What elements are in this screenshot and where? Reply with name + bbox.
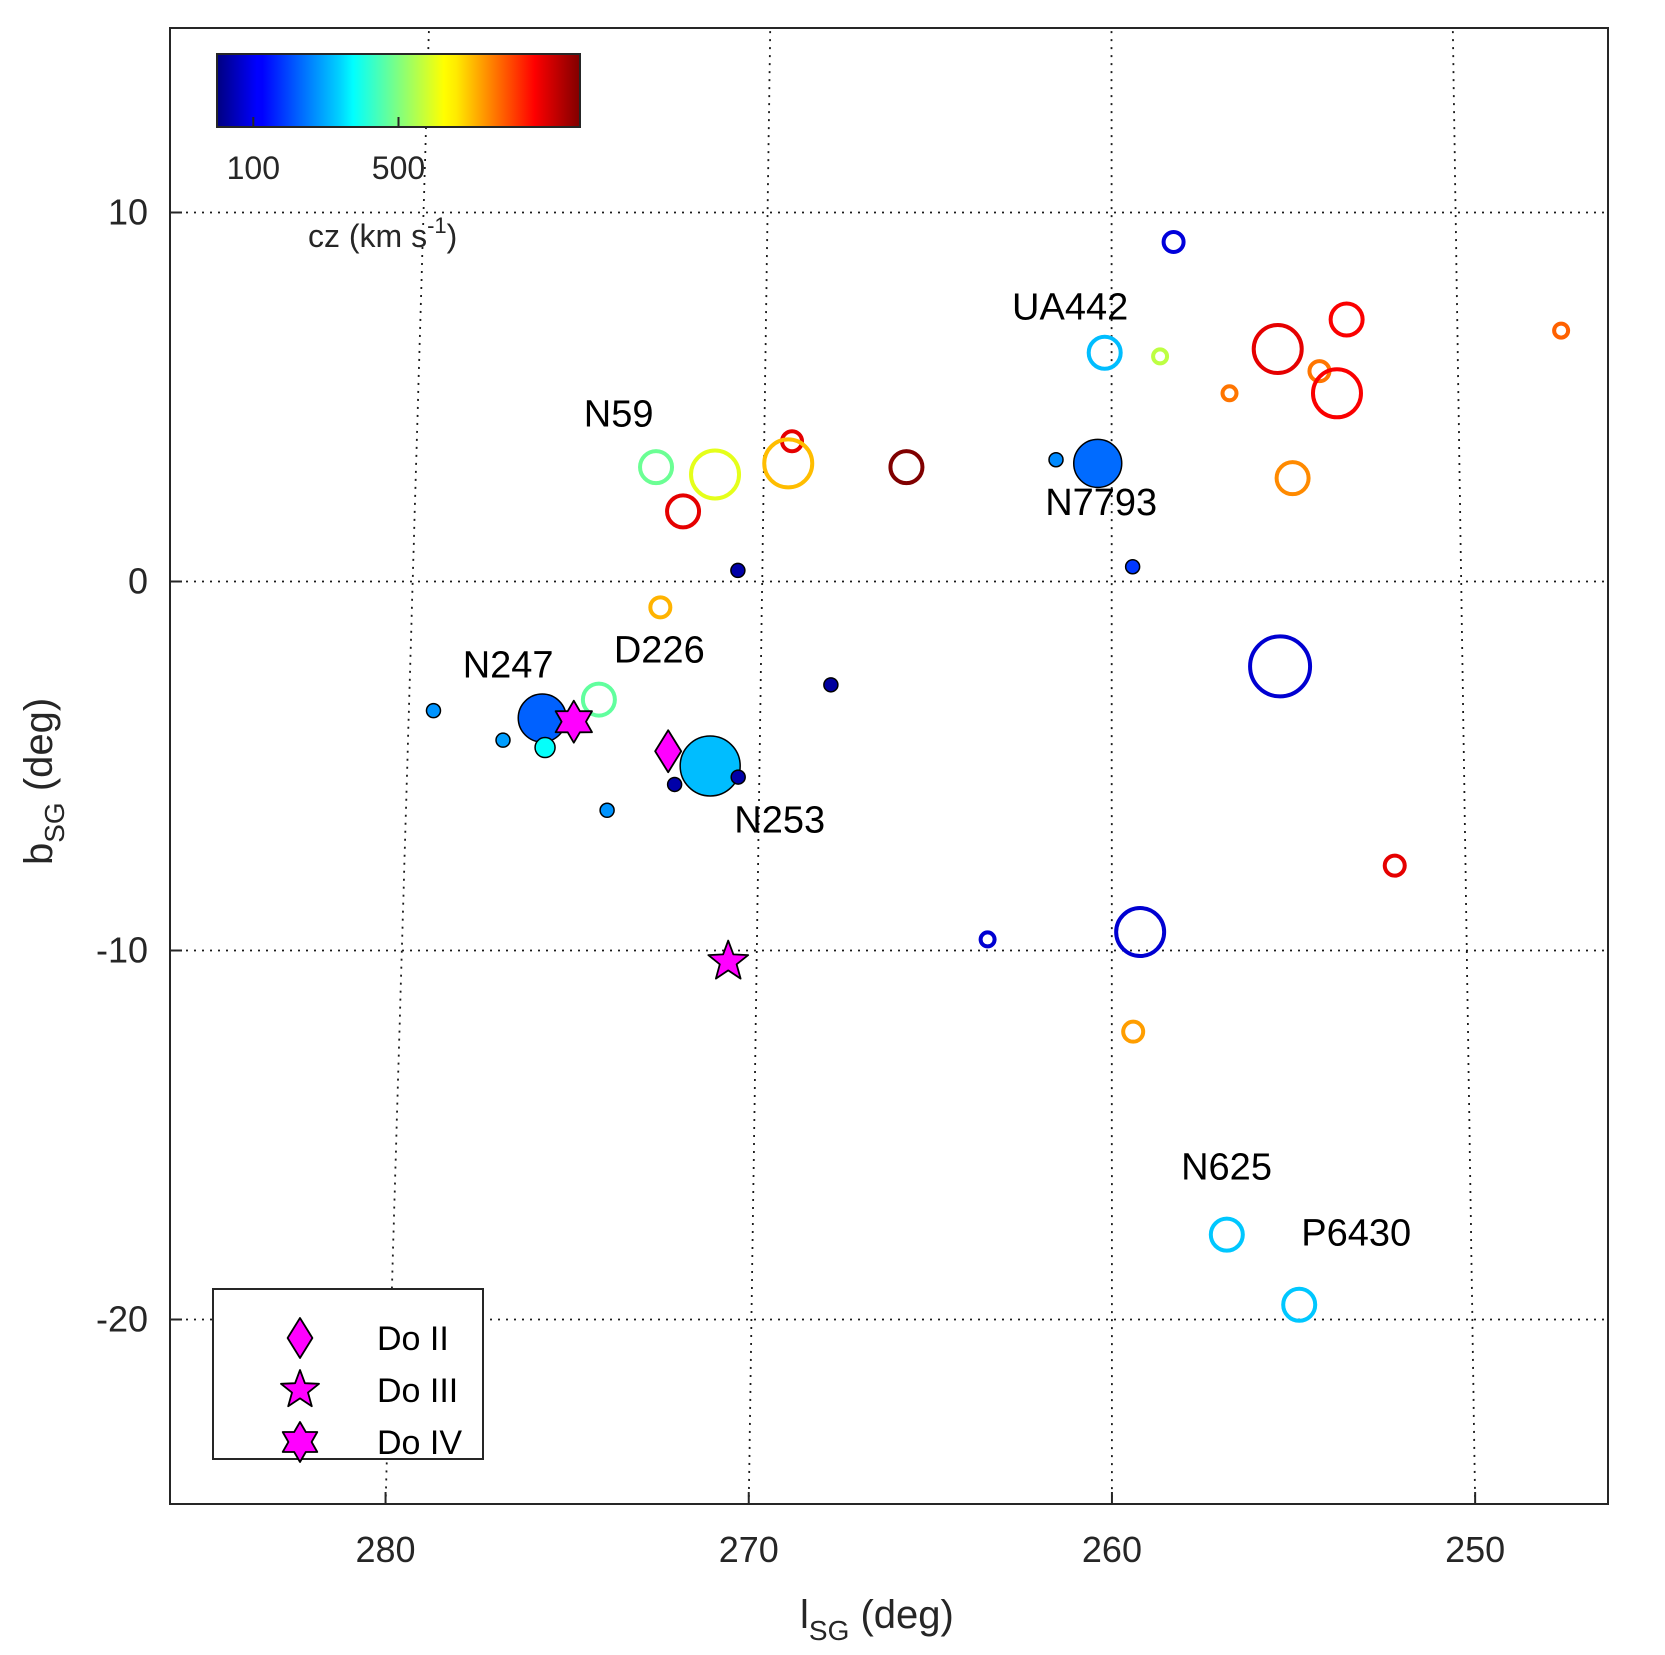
legend-marker [281,1421,319,1463]
galaxy-point [1086,334,1123,371]
galaxy-point [888,449,925,486]
x-tick-label: 260 [1082,1529,1142,1570]
dwarf-marker [654,729,683,774]
galaxy-label: N625 [1181,1146,1272,1188]
galaxy-point [1151,347,1170,366]
galaxy-point [823,677,839,693]
x-tick-label: 250 [1445,1529,1505,1570]
legend-label: Do II [377,1320,449,1358]
meridian-250 [1451,28,1477,1504]
colorbar: 100 500 cz (km s-1) [216,53,581,254]
galaxy-point [1274,460,1311,497]
y-axis-label: bSG (deg) [17,698,70,865]
galaxy-point [730,562,746,579]
galaxy-markers [425,230,1571,1323]
galaxy-label: D226 [614,630,705,672]
x-axis-label: lSG (deg) [800,1593,954,1646]
galaxy-point [730,769,746,785]
y-tick-label: 0 [128,561,148,602]
galaxy-point [1248,634,1313,699]
galaxy-point [679,735,741,797]
galaxy-point [534,736,556,759]
y-tick-label: -20 [96,1299,148,1340]
galaxy-point [762,437,815,490]
y-tick-label: 10 [108,192,148,233]
galaxy-point [1048,451,1064,468]
legend-marker [280,1369,320,1408]
galaxy-point [1208,1216,1245,1253]
galaxy-point [580,681,617,718]
galaxy-label: UA442 [1012,287,1128,329]
galaxy-point [1161,230,1186,255]
galaxy-point [1124,558,1141,575]
galaxy-label: N59 [584,394,654,436]
meridian-270 [747,28,772,1504]
galaxy-annotations: UA442 N59 N7793 N247 D226 N253 N625 P6430 [463,287,1411,1255]
x-tick-label: 270 [719,1529,779,1570]
legend-marker [286,1317,314,1359]
legend: Do II Do III Do IV [212,1288,484,1463]
x-tick-label: 280 [356,1529,416,1570]
legend-label: Do IV [377,1424,462,1462]
galaxy-point [638,449,675,486]
galaxy-point [1310,367,1363,420]
galaxy-point [1251,323,1304,376]
galaxy-point [425,702,442,719]
galaxy-label: N253 [734,799,825,841]
galaxy-point [1121,1019,1146,1044]
dwarf-markers [554,699,750,980]
galaxy-label: P6430 [1301,1213,1411,1255]
galaxy-label: N247 [463,644,554,686]
galaxy-point [1281,1286,1318,1323]
galaxy-point [666,776,683,793]
galaxy-point [1220,384,1239,403]
legend-label: Do III [377,1372,458,1410]
meridian-260 [1110,28,1113,1504]
galaxy-label: N7793 [1045,482,1157,524]
galaxy-point [689,448,742,501]
dwarf-marker [707,939,750,980]
galaxy-point [978,930,997,949]
legend-box [212,1288,484,1460]
colorbar-gradient [216,53,581,128]
galaxy-point [495,732,511,748]
y-tick-label: -10 [96,930,148,971]
galaxy-point [1552,321,1571,340]
colorbar-tick-label: 500 [372,150,425,186]
galaxy-point [599,802,615,819]
galaxy-point [648,595,673,620]
galaxy-point [1114,906,1167,959]
plot-frame [169,27,1609,1505]
galaxy-point [1072,438,1123,489]
galaxy-point [1328,301,1365,338]
colorbar-tick-label: 100 [227,150,280,186]
galaxy-point [665,493,702,530]
colorbar-label-sup: -1 [427,213,447,238]
axis-ticks: 280 270 260 250 10 0 -10 -20 [96,192,1505,1571]
colorbar-label: cz (km s-1) [308,213,457,254]
galaxy-point [1382,853,1407,878]
dwarf-marker [554,699,593,744]
